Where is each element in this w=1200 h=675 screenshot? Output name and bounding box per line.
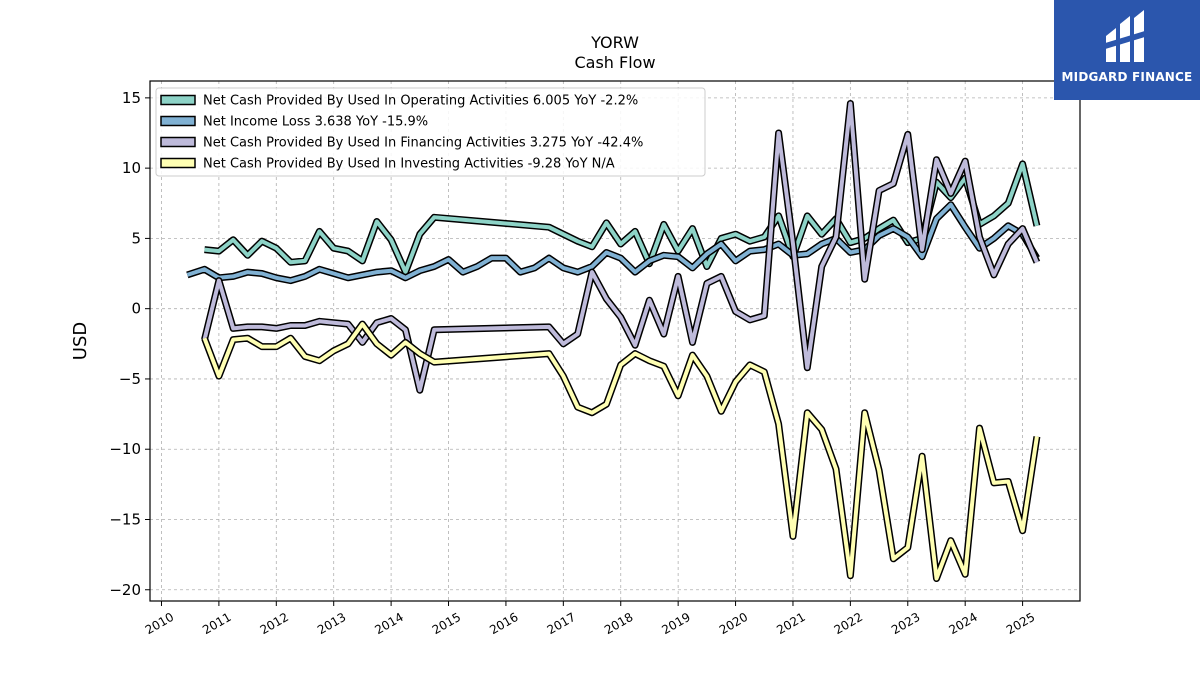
legend-entry-0: Net Cash Provided By Used In Operating A… bbox=[203, 94, 638, 109]
legend-entry-2: Net Cash Provided By Used In Financing A… bbox=[203, 136, 643, 151]
x-tick-label: 2013 bbox=[315, 610, 348, 637]
x-tick-label: 2025 bbox=[1004, 610, 1037, 637]
legend-swatch-3 bbox=[160, 157, 196, 169]
chart-title: YORW bbox=[590, 33, 639, 52]
y-tick-label: −10 bbox=[109, 440, 141, 458]
x-tick-label: 2017 bbox=[545, 610, 578, 637]
legend-box bbox=[155, 87, 706, 177]
y-tick-label: −15 bbox=[109, 510, 141, 528]
x-tick-label: 2021 bbox=[774, 610, 807, 637]
midgard-logo-icon bbox=[1102, 10, 1148, 62]
series-line-2 bbox=[202, 101, 1039, 393]
legend-swatch-1 bbox=[160, 115, 196, 127]
legend: Net Cash Provided By Used In Operating A… bbox=[155, 87, 706, 177]
x-tick-label: 2018 bbox=[602, 610, 635, 637]
series-line-1 bbox=[186, 202, 1039, 283]
x-tick-label: 2016 bbox=[487, 610, 520, 637]
legend-swatch-2 bbox=[160, 136, 196, 148]
brand-name: MIDGARD FINANCE bbox=[1061, 70, 1193, 84]
brand-logo: MIDGARD FINANCE bbox=[1054, 0, 1200, 100]
x-tick-label: 2010 bbox=[143, 610, 176, 637]
x-tick-label: 2023 bbox=[889, 610, 922, 637]
y-tick-label: −5 bbox=[119, 370, 141, 388]
plot-frame bbox=[149, 80, 1081, 602]
x-tick-label: 2020 bbox=[717, 610, 750, 637]
x-tick-label: 2011 bbox=[200, 610, 233, 637]
series-outline-3 bbox=[201, 320, 1041, 582]
x-tick-label: 2024 bbox=[946, 610, 979, 637]
series-line-3 bbox=[202, 322, 1039, 581]
x-tick-label: 2012 bbox=[258, 610, 291, 637]
series-lines bbox=[186, 100, 1041, 582]
legend-entry-3: Net Cash Provided By Used In Investing A… bbox=[203, 157, 615, 172]
y-axis-label: USD bbox=[70, 322, 91, 360]
y-tick-label: 15 bbox=[122, 89, 141, 107]
x-tick-label: 2022 bbox=[832, 610, 865, 637]
y-tick-label: 0 bbox=[131, 300, 141, 318]
x-tick-label: 2019 bbox=[659, 610, 692, 637]
x-tick-label: 2015 bbox=[430, 610, 463, 637]
legend-entry-1: Net Income Loss 3.638 YoY -15.9% bbox=[203, 115, 428, 130]
y-tick-label: −20 bbox=[109, 581, 141, 599]
x-tick-label: 2014 bbox=[372, 610, 405, 637]
legend-swatch-0 bbox=[160, 94, 196, 106]
y-tick-label: 10 bbox=[122, 159, 141, 177]
chart-subtitle: Cash Flow bbox=[574, 53, 655, 72]
series-line-0 bbox=[204, 161, 1039, 275]
y-tick-label: 5 bbox=[131, 229, 141, 247]
